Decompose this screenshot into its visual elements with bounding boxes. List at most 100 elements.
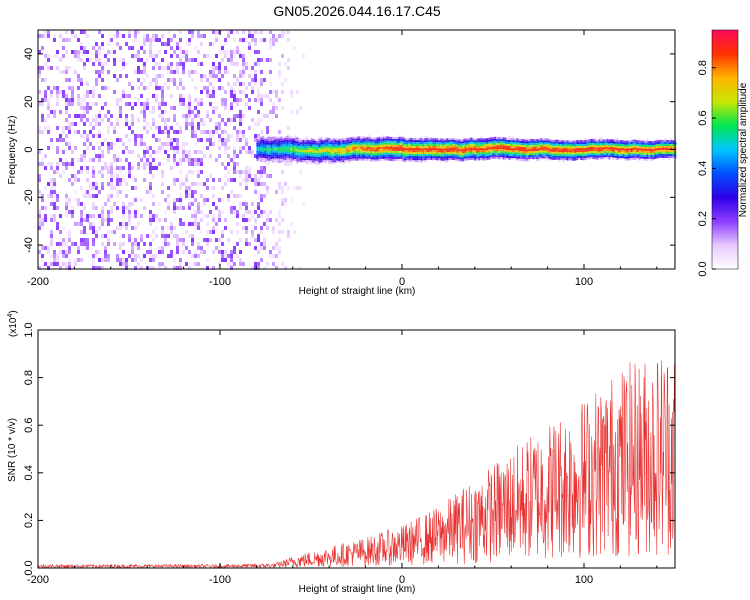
spectrogram-cell <box>402 135 405 138</box>
spectrogram-cell <box>516 152 519 155</box>
spectrogram-cell <box>179 206 182 210</box>
spectrogram-cell <box>584 138 587 141</box>
spectrogram-cell <box>38 210 41 214</box>
spectrogram-cell <box>74 198 77 202</box>
spectrogram-cell <box>143 102 146 106</box>
spectrogram-cell <box>56 194 59 198</box>
spectrogram-cell <box>236 242 239 246</box>
spectrogram-cell <box>179 82 182 86</box>
spectrogram-cell <box>666 147 669 150</box>
spectrogram-cell <box>101 186 104 190</box>
spectrogram-cell <box>654 142 657 145</box>
spectrogram-cell <box>514 144 517 147</box>
spectrogram-cell <box>324 141 327 144</box>
spectrogram-cell <box>458 147 461 150</box>
spectrogram-cell <box>125 182 128 186</box>
spectrogram-cell <box>110 122 113 126</box>
spectrogram-cell <box>396 158 399 161</box>
spectrogram-cell <box>610 143 613 146</box>
spectrogram-cell <box>280 136 283 139</box>
spectrogram-cell <box>406 150 409 153</box>
spectrogram-cell <box>440 158 443 161</box>
spectrogram-cell <box>332 152 335 155</box>
spectrogram-cell <box>456 152 459 155</box>
spectrogram-cell <box>264 144 267 147</box>
spectrogram-cell <box>332 158 335 161</box>
spectrogram-cell <box>290 162 293 166</box>
spectrogram-cell <box>74 222 77 226</box>
spectrogram-cell <box>212 94 215 98</box>
spectrogram-cell <box>293 46 296 50</box>
spectrogram-cell <box>578 155 581 158</box>
spectrogram-cell <box>320 160 323 163</box>
spectrogram-cell <box>468 152 471 155</box>
spectrogram-cell <box>456 138 459 141</box>
spectrogram-cell <box>514 142 517 145</box>
spectrogram-cell <box>556 153 559 156</box>
spectrogram-cell <box>472 144 475 147</box>
spectrogram-cell <box>302 150 305 153</box>
spectrogram-cell <box>92 230 95 234</box>
spectrogram-cell <box>245 94 248 98</box>
spectrogram-cell <box>131 130 134 134</box>
spectrogram-cell <box>233 54 236 58</box>
spectrogram-cell <box>71 50 74 54</box>
spectrogram-cell <box>580 156 583 159</box>
spectrogram-cell <box>422 156 425 159</box>
spectrogram-cell <box>155 78 158 82</box>
spectrogram-cell <box>324 145 327 148</box>
spectrogram-cell <box>294 143 297 146</box>
spectrogram-cell <box>260 94 263 98</box>
spectrogram-cell <box>412 142 415 145</box>
spectrogram-cell <box>239 194 242 198</box>
spectrogram-cell <box>149 154 152 158</box>
spectrogram-cell <box>275 218 278 222</box>
spectrogram-cell <box>322 150 325 153</box>
spectrogram-cell <box>612 157 615 160</box>
spectrogram-cell <box>436 154 439 157</box>
spectrogram-cell <box>600 139 603 142</box>
spectrogram-cell <box>368 148 371 151</box>
spectrogram-cell <box>191 34 194 38</box>
spectrogram-cell <box>179 38 182 42</box>
spectrogram-cell <box>221 162 224 166</box>
spectrogram-cell <box>266 174 269 178</box>
spectrogram-cell <box>438 150 441 153</box>
spectrogram-cell <box>514 150 517 153</box>
spectrogram-cell <box>107 118 110 122</box>
spectrogram-cell <box>286 154 289 157</box>
spectrogram-cell <box>528 153 531 156</box>
spectrogram-cell <box>278 222 281 226</box>
spectrogram-cell <box>50 138 53 142</box>
spectrogram-cell <box>502 137 505 140</box>
spectrogram-cell <box>176 66 179 70</box>
spectrogram-cell <box>652 141 655 144</box>
spectrogram-cell <box>197 138 200 142</box>
spectrogram-cell <box>508 146 511 149</box>
spectrogram-cell <box>149 222 152 226</box>
spectrogram-cell <box>546 150 549 153</box>
spectrogram-cell <box>372 137 375 140</box>
spectrogram-cell <box>74 50 77 54</box>
spectrogram-cell <box>179 182 182 186</box>
spectrogram-cell <box>410 157 413 160</box>
spectrogram-cell <box>448 154 451 157</box>
spectrogram-cell <box>47 246 50 250</box>
spectrogram-cell <box>496 155 499 158</box>
spectrogram-cell <box>572 158 575 161</box>
spectrogram-cell <box>164 110 167 114</box>
spectrogram-cell <box>272 38 275 42</box>
spectrogram-cell <box>62 150 65 154</box>
spectrogram-cell <box>420 152 423 155</box>
spectrogram-cell <box>328 153 331 156</box>
spectrogram-cell <box>125 134 128 138</box>
spectrogram-cell <box>95 234 98 238</box>
spectrogram-cell <box>80 258 83 262</box>
spectrogram-cell <box>260 147 263 150</box>
spectrogram-cell <box>584 154 587 157</box>
spectrogram-cell <box>388 142 391 145</box>
spectrogram-cell <box>462 147 465 150</box>
x-tick-label: -200 <box>27 276 49 288</box>
spectrogram-cell <box>546 154 549 157</box>
spectrogram-cell <box>392 141 395 144</box>
